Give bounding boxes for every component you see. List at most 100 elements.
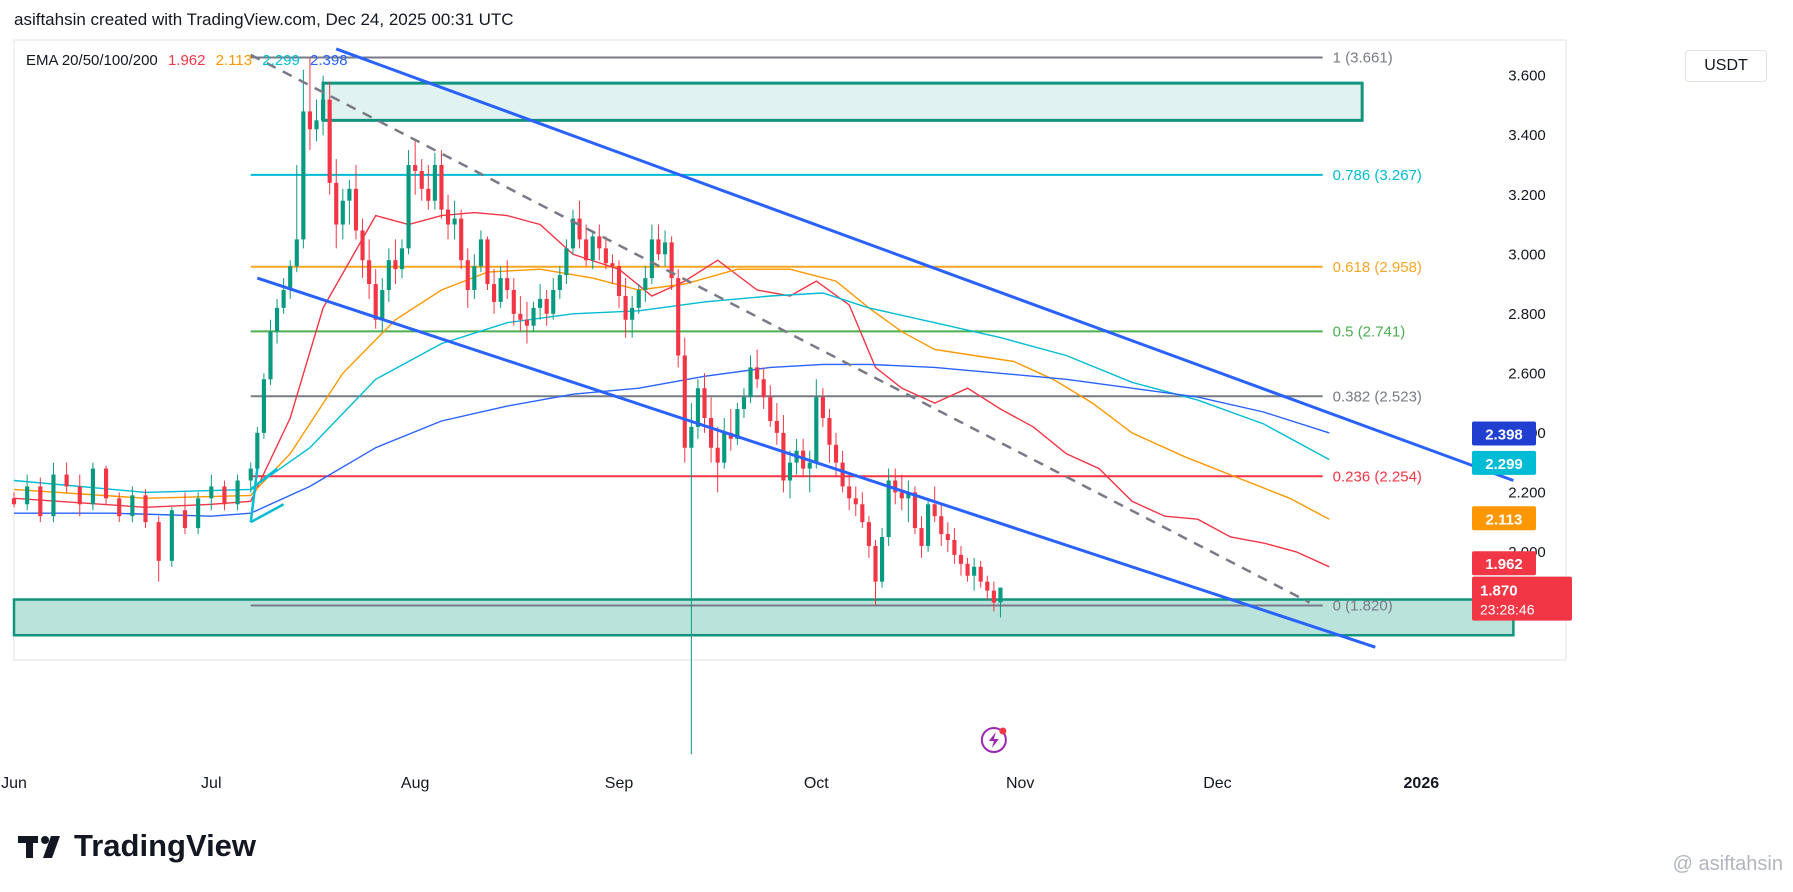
ema-line-ema20 — [13, 211, 1330, 568]
candle — [459, 209, 464, 270]
candle — [90, 462, 95, 511]
candle-body — [998, 587, 1003, 603]
candle — [294, 165, 299, 273]
candle — [485, 236, 490, 290]
candle — [353, 165, 359, 240]
candle — [274, 298, 280, 344]
candle — [991, 581, 996, 612]
candle-body — [945, 534, 950, 540]
fib-label-0.382: 0.382 (2.523) — [1333, 388, 1422, 405]
candle — [130, 486, 135, 523]
candle-body — [616, 266, 622, 296]
candle — [367, 239, 372, 299]
x-tick-label: Jul — [201, 775, 221, 792]
candle-body — [827, 417, 832, 445]
candle — [636, 284, 641, 314]
candle-body — [879, 537, 885, 582]
candle — [432, 153, 437, 210]
candle — [321, 75, 326, 136]
candle-body — [11, 498, 17, 505]
candle — [768, 385, 773, 427]
candle-body — [255, 432, 260, 469]
candle-body — [741, 397, 747, 410]
candle-body — [505, 278, 510, 290]
dashed-trendline — [250, 53, 1311, 604]
candle — [491, 269, 497, 314]
candle-body — [169, 510, 174, 561]
channel-upper-line — [335, 47, 1514, 482]
candle — [853, 486, 858, 517]
candle-body — [393, 260, 398, 270]
ema20-value: 1.962 — [167, 52, 206, 69]
candle-body — [432, 165, 437, 201]
candle — [879, 528, 885, 588]
y-tick-label: 3.000 — [1508, 246, 1546, 263]
last-price-label-bg — [1472, 576, 1572, 621]
candle-body — [597, 236, 602, 249]
candle-body — [557, 275, 562, 290]
candle — [689, 403, 694, 755]
tradingview-logo-icon — [18, 836, 60, 858]
candle-body — [919, 528, 924, 546]
candle — [623, 278, 628, 338]
candle-body — [748, 367, 753, 398]
candle — [695, 379, 701, 439]
last-price-label: 1.870 — [1480, 583, 1518, 600]
price-label: 1.962 — [1485, 556, 1523, 573]
candle-body — [965, 563, 970, 576]
candle-body — [399, 248, 405, 270]
candle — [393, 239, 398, 285]
candle-body — [426, 188, 431, 201]
candle — [439, 150, 444, 219]
candle — [544, 290, 549, 326]
x-tick-label: Dec — [1203, 775, 1231, 792]
candle-body — [972, 566, 977, 576]
candle — [886, 468, 891, 546]
candle — [156, 516, 161, 582]
candle-body — [630, 307, 635, 320]
candle-body — [367, 260, 372, 285]
candle-body — [932, 504, 937, 517]
candle — [25, 474, 30, 511]
candle-body — [847, 486, 852, 499]
candle — [748, 355, 753, 404]
candle — [656, 224, 661, 261]
candle — [741, 388, 747, 418]
candle-body — [103, 468, 109, 499]
y-tick-label: 3.400 — [1508, 127, 1546, 144]
candle — [551, 278, 556, 320]
candle-body — [695, 388, 701, 427]
candle — [590, 230, 595, 270]
candle — [597, 224, 602, 261]
x-tick-label: Nov — [1006, 775, 1034, 792]
candle — [196, 492, 201, 535]
candle-body — [459, 218, 464, 261]
candle-body — [682, 355, 687, 448]
candle-body — [912, 492, 918, 529]
x-tick-label: Oct — [804, 775, 829, 792]
candle-body — [544, 298, 549, 314]
candle — [472, 254, 477, 299]
candle — [761, 367, 766, 410]
candle-body — [899, 492, 904, 499]
candle-body — [761, 379, 766, 398]
candle — [314, 99, 319, 142]
candle — [866, 516, 871, 558]
candle — [518, 295, 523, 332]
candle-body — [985, 581, 990, 591]
candle — [327, 81, 332, 195]
channel-start-marker — [249, 467, 285, 524]
candle-body — [715, 447, 720, 463]
candle-body — [893, 480, 898, 493]
candle-body — [676, 278, 681, 356]
candle-body — [439, 165, 444, 210]
brand-name: TradingView — [74, 828, 257, 863]
candle-body — [117, 498, 122, 517]
tradingview-brand[interactable]: TradingView — [16, 828, 256, 864]
candle — [662, 230, 668, 267]
currency-selector[interactable]: USDT — [1685, 50, 1767, 82]
candle-body — [939, 516, 944, 535]
candle — [787, 450, 793, 499]
price-label: 2.113 — [1486, 511, 1523, 528]
